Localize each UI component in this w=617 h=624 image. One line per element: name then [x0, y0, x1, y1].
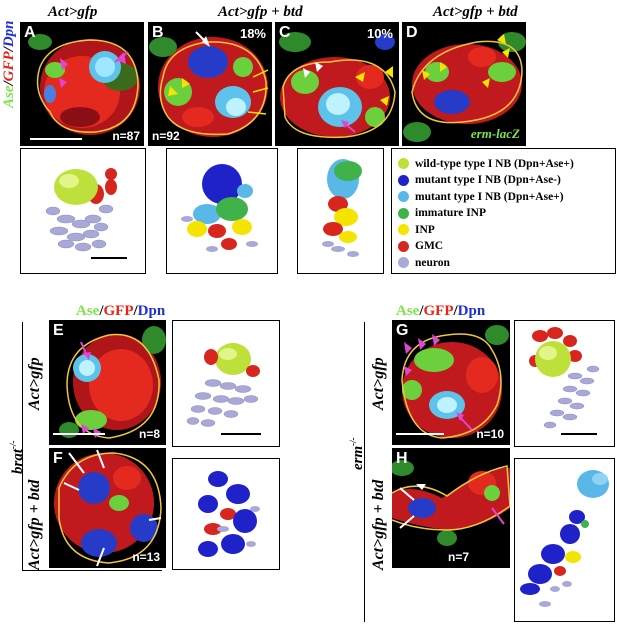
- legend-swatch: [398, 158, 409, 169]
- legend-swatch: [398, 207, 409, 219]
- model-e-render: [186, 343, 260, 427]
- model-e-scalebar: [221, 433, 261, 435]
- model-a-render: [45, 168, 117, 252]
- panel-g-genotype: Act>gfp: [370, 357, 387, 410]
- panel-c-percent: 10%: [366, 26, 393, 41]
- legend-label: immature INP: [415, 207, 487, 219]
- panel-d-label: D: [406, 24, 418, 41]
- model-a: [20, 148, 146, 274]
- legend-label: neuron: [415, 256, 450, 269]
- legend-item: immature INP: [398, 206, 486, 221]
- panel-a-label: A: [24, 24, 36, 41]
- stain-label-right: Ase/GFP/Dpn: [396, 303, 486, 319]
- legend-item: GMC: [398, 239, 443, 254]
- panel-e-n: n=8: [138, 427, 160, 441]
- panel-g-micrograph: [401, 325, 509, 439]
- header-act-gfp: Act>gfp: [48, 4, 98, 20]
- panel-h-micrograph: [392, 460, 510, 546]
- panel-h-genotype: Act>gfp + btd: [370, 479, 387, 570]
- divider-left-vertical: [22, 322, 23, 570]
- legend-label: GMC: [415, 240, 444, 252]
- model-g-scalebar: [561, 433, 597, 435]
- panel-b-image: B 18% n=92: [148, 22, 272, 146]
- model-e: [172, 320, 280, 447]
- panel-h-label: H: [396, 450, 408, 467]
- panel-a-scalebar: [30, 138, 82, 140]
- panel-e-scalebar: [53, 433, 105, 435]
- panel-c-label: C: [279, 24, 291, 41]
- panel-a-micrograph: [28, 34, 140, 135]
- panel-e-genotype: Act>gfp: [26, 357, 43, 410]
- panel-d-image: D erm-lacZ: [402, 22, 526, 146]
- brat-mutant-label: brat-/-: [8, 440, 26, 474]
- panel-f-n: n=13: [132, 550, 160, 564]
- panel-d-micrograph: [403, 32, 526, 142]
- panel-g-n: n=10: [476, 427, 504, 441]
- panel-b-percent: 18%: [239, 26, 266, 41]
- model-c-render: [322, 159, 362, 257]
- legend-item: INP: [398, 222, 435, 237]
- panel-f-micrograph: [54, 449, 162, 567]
- model-a-scalebar: [91, 257, 127, 259]
- panel-f-genotype: Act>gfp + btd: [26, 479, 43, 570]
- model-b-render: [181, 164, 258, 252]
- panel-b-n: n=92: [152, 129, 180, 143]
- model-h-render: [520, 470, 609, 607]
- panel-e-label: E: [53, 322, 64, 339]
- panel-f-image: F n=13: [49, 448, 166, 568]
- panel-b-micrograph: [149, 31, 269, 137]
- panel-g-image: G n=10: [392, 320, 510, 445]
- legend-item: wild-type type I NB (Dpn+Ase+): [398, 156, 574, 171]
- legend-swatch: [398, 240, 409, 252]
- panel-b-label: B: [152, 24, 164, 41]
- header-act-gfp-btd: Act>gfp + btd: [218, 4, 303, 20]
- panel-c-image: C 10%: [275, 22, 399, 146]
- panel-d-erm-lacz: erm-lacZ: [470, 126, 520, 141]
- model-f: [172, 458, 280, 570]
- legend-swatch: [398, 257, 409, 268]
- legend-item: neuron: [398, 255, 450, 270]
- legend-swatch: [398, 191, 409, 202]
- model-h: [514, 458, 615, 622]
- legend-swatch: [398, 174, 409, 186]
- panel-c-micrograph: [279, 32, 396, 139]
- model-g-render: [529, 327, 600, 429]
- model-f-render: [198, 471, 260, 557]
- panel-a-image: A n=87: [20, 22, 144, 146]
- divider-left-bottom: [22, 570, 162, 571]
- header-act-gfp-btd-erm: Act>gfp + btd: [433, 4, 518, 20]
- model-c: [297, 148, 384, 274]
- panel-h-n: n=7: [448, 550, 470, 564]
- panel-e-micrograph: [59, 326, 166, 439]
- panel-e-image: E n=8: [49, 320, 166, 445]
- panel-h-image: H n=7: [392, 448, 510, 568]
- legend-label: mutant type I NB (Dpn+Ase+): [415, 190, 564, 203]
- legend-label: mutant type I NB (Dpn+Ase-): [415, 174, 561, 186]
- panel-f-label: F: [53, 450, 63, 467]
- legend-item: mutant type I NB (Dpn+Ase+): [398, 189, 564, 204]
- stain-label-left: Ase/GFP/Dpn: [76, 303, 166, 319]
- stain-label-vertical: Ase/GFP/Dpn: [1, 20, 17, 108]
- legend-swatch: [398, 224, 409, 235]
- legend-item: mutant type I NB (Dpn+Ase-): [398, 173, 561, 188]
- panel-a-n: n=87: [112, 129, 140, 143]
- model-b: [166, 148, 278, 274]
- panel-g-scalebar: [396, 433, 444, 435]
- panel-g-label: G: [396, 322, 409, 339]
- legend-label: wild-type type I NB (Dpn+Ase+): [415, 157, 574, 170]
- legend: wild-type type I NB (Dpn+Ase+) mutant typ…: [391, 148, 616, 274]
- legend-label: INP: [415, 223, 435, 236]
- divider-right-vertical: [364, 322, 365, 622]
- model-g: [514, 320, 615, 447]
